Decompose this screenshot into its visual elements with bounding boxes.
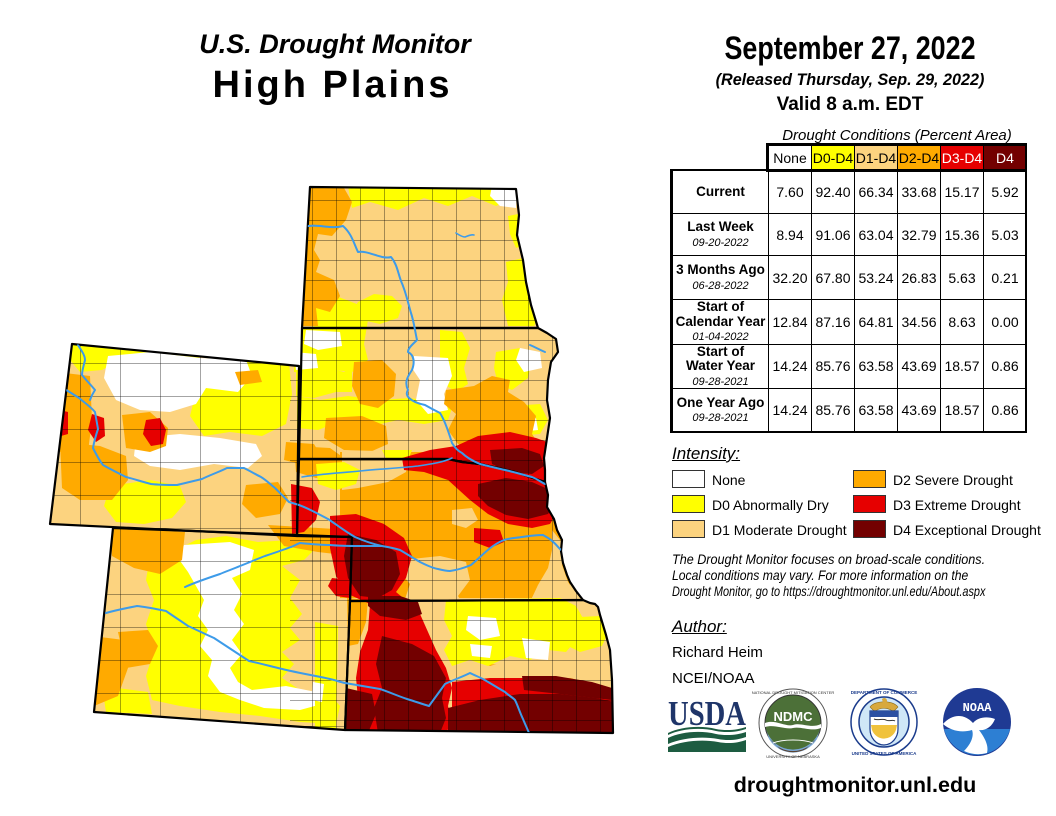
- svg-text:UNIVERSITY OF NEBRASKA: UNIVERSITY OF NEBRASKA: [766, 754, 820, 759]
- svg-text:NATIONAL DROUGHT MITIGATION CE: NATIONAL DROUGHT MITIGATION CENTER: [752, 690, 835, 695]
- svg-text:NOAA: NOAA: [963, 701, 993, 715]
- svg-text:NDMC: NDMC: [774, 709, 814, 724]
- svg-text:USDA: USDA: [668, 694, 747, 733]
- svg-text:DEPARTMENT OF COMMERCE: DEPARTMENT OF COMMERCE: [851, 690, 917, 695]
- svg-text:UNITED STATES OF AMERICA: UNITED STATES OF AMERICA: [852, 751, 917, 756]
